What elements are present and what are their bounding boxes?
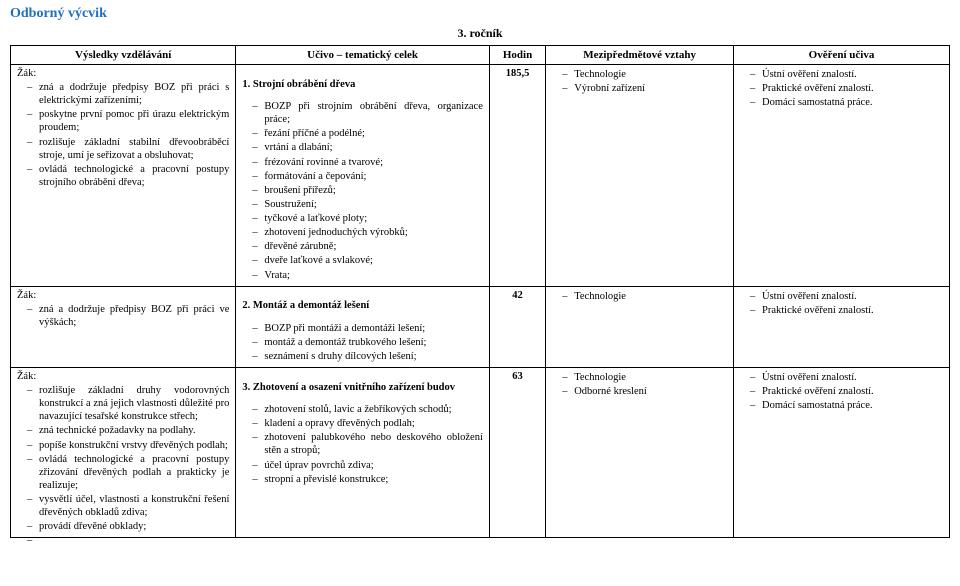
page: Odborný výcvik 3. ročník Výsledky vzdělá…: [0, 0, 960, 586]
ucivo-title: 2. Montáž a demontáž lešení: [242, 300, 483, 311]
list-item: Odborné kreslení: [564, 385, 727, 398]
cell-hodin: 185,5: [489, 65, 545, 287]
vysledky-list: zná a dodržuje předpisy BOZ při práci ve…: [17, 303, 229, 329]
list-item: tyčkové a laťkové ploty;: [254, 212, 483, 225]
doc-title: Odborný výcvik: [10, 6, 950, 22]
list-item: dřevěné zárubně;: [254, 240, 483, 253]
list-item: popíše konstrukční vrstvy dřevěných podl…: [29, 439, 229, 452]
table-row: Žák: zná a dodržuje předpisy BOZ při prá…: [11, 65, 950, 287]
over-list: Ústní ověření znalostí. Praktické ověřen…: [740, 68, 943, 109]
cell-vysledky: Žák: zná a dodržuje předpisy BOZ při prá…: [11, 286, 236, 367]
list-item: vysvětlí účel, vlastnosti a konstrukční …: [29, 493, 229, 519]
table-row: Žák: rozlišuje základní druhy vodorovnýc…: [11, 368, 950, 538]
vysledky-list: rozlišuje základní druhy vodorovných kon…: [17, 384, 229, 533]
over-list: Ústní ověření znalostí. Praktické ověřen…: [740, 290, 943, 317]
list-item: provádí dřevěné obklady;: [29, 520, 229, 533]
list-item: broušení přířezů;: [254, 184, 483, 197]
year-label: 3. ročník: [10, 26, 950, 41]
list-item: Ústní ověření znalostí.: [752, 371, 943, 384]
list-item: účel úprav povrchů zdiva;: [254, 459, 483, 472]
list-item: Praktické ověření znalostí.: [752, 385, 943, 398]
th-hodin: Hodin: [489, 46, 545, 65]
list-item: kladení a opravy dřevěných podlah;: [254, 417, 483, 430]
list-item: Vrata;: [254, 269, 483, 282]
list-item: rozlišuje základní druhy vodorovných kon…: [29, 384, 229, 423]
list-item: Domácí samostatná práce.: [752, 399, 943, 412]
mezi-list: Technologie Výrobní zařízení: [552, 68, 727, 95]
cell-over: Ústní ověření znalostí. Praktické ověřen…: [734, 368, 950, 538]
list-item: Technologie: [564, 371, 727, 384]
list-item: zná a dodržuje předpisy BOZ při práci ve…: [29, 303, 229, 329]
vysledky-list: zná a dodržuje předpisy BOZ při práci s …: [17, 81, 229, 189]
list-item: Technologie: [564, 290, 727, 303]
th-vysledky: Výsledky vzdělávání: [11, 46, 236, 65]
list-item: stropní a převislé konstrukce;: [254, 473, 483, 486]
list-item: zná a dodržuje předpisy BOZ při práci s …: [29, 81, 229, 107]
zak-label: Žák:: [17, 68, 229, 79]
list-item: formátování a čepování;: [254, 170, 483, 183]
th-mezi: Mezipředmětové vztahy: [546, 46, 734, 65]
cell-hodin: 42: [489, 286, 545, 367]
list-item: BOZP při montáži a demontáži lešení;: [254, 322, 483, 335]
cell-vysledky: Žák: zná a dodržuje předpisy BOZ při prá…: [11, 65, 236, 287]
list-item: zná technické požadavky na podlahy.: [29, 424, 229, 437]
zak-label: Žák:: [17, 371, 229, 382]
ucivo-list: zhotovení stolů, lavic a žebříkových sch…: [242, 403, 483, 486]
table-row: Žák: zná a dodržuje předpisy BOZ při prá…: [11, 286, 950, 367]
curriculum-table: Výsledky vzdělávání Učivo – tematický ce…: [10, 45, 950, 538]
th-over: Ověření učiva: [734, 46, 950, 65]
list-item: Soustružení;: [254, 198, 483, 211]
list-item: vrtání a dlabání;: [254, 141, 483, 154]
list-item: frézování rovinné a tvarové;: [254, 156, 483, 169]
list-item: Domácí samostatná práce.: [752, 96, 943, 109]
cell-mezi: Technologie Odborné kreslení: [546, 368, 734, 538]
list-item: seznámení s druhy dílcových lešení;: [254, 350, 483, 363]
list-item: Výrobní zařízení: [564, 82, 727, 95]
list-item: zhotovení palubkového nebo deskového obl…: [254, 431, 483, 457]
cell-mezi: Technologie: [546, 286, 734, 367]
cell-mezi: Technologie Výrobní zařízení: [546, 65, 734, 287]
ucivo-list: BOZP při strojním obrábění dřeva, organi…: [242, 100, 483, 282]
list-item: Technologie: [564, 68, 727, 81]
list-item: montáž a demontáž trubkového lešení;: [254, 336, 483, 349]
list-item: poskytne první pomoc při úrazu elektrick…: [29, 108, 229, 134]
zak-label: Žák:: [17, 290, 229, 301]
cell-vysledky: Žák: rozlišuje základní druhy vodorovnýc…: [11, 368, 236, 538]
list-item: Ústní ověření znalostí.: [752, 68, 943, 81]
list-item: Ústní ověření znalostí.: [752, 290, 943, 303]
list-item: ovládá technologické a pracovní postupy …: [29, 453, 229, 492]
cell-over: Ústní ověření znalostí. Praktické ověřen…: [734, 286, 950, 367]
ucivo-title: 3. Zhotovení a osazení vnitřního zařízen…: [242, 382, 483, 393]
ucivo-title: 1. Strojní obrábění dřeva: [242, 79, 483, 90]
list-item: zhotovení stolů, lavic a žebříkových sch…: [254, 403, 483, 416]
list-item: Praktické ověření znalostí.: [752, 82, 943, 95]
ucivo-list: BOZP při montáži a demontáži lešení; mon…: [242, 322, 483, 363]
cell-hodin: 63: [489, 368, 545, 538]
table-header-row: Výsledky vzdělávání Učivo – tematický ce…: [11, 46, 950, 65]
list-item: zhotovení jednoduchých výrobků;: [254, 226, 483, 239]
cell-over: Ústní ověření znalostí. Praktické ověřen…: [734, 65, 950, 287]
list-item: dveře laťkové a svlakové;: [254, 254, 483, 267]
th-ucivo: Učivo – tematický celek: [236, 46, 490, 65]
cell-ucivo: 3. Zhotovení a osazení vnitřního zařízen…: [236, 368, 490, 538]
mezi-list: Technologie: [552, 290, 727, 303]
mezi-list: Technologie Odborné kreslení: [552, 371, 727, 398]
list-item: řezání příčné a podélné;: [254, 127, 483, 140]
list-item: rozlišuje základní stabilní dřevoobráběc…: [29, 136, 229, 162]
list-item: BOZP při strojním obrábění dřeva, organi…: [254, 100, 483, 126]
cell-ucivo: 2. Montáž a demontáž lešení BOZP při mon…: [236, 286, 490, 367]
list-item: Praktické ověření znalostí.: [752, 304, 943, 317]
over-list: Ústní ověření znalostí. Praktické ověřen…: [740, 371, 943, 412]
cell-ucivo: 1. Strojní obrábění dřeva BOZP při stroj…: [236, 65, 490, 287]
list-item: ovládá technologické a pracovní postupy …: [29, 163, 229, 189]
